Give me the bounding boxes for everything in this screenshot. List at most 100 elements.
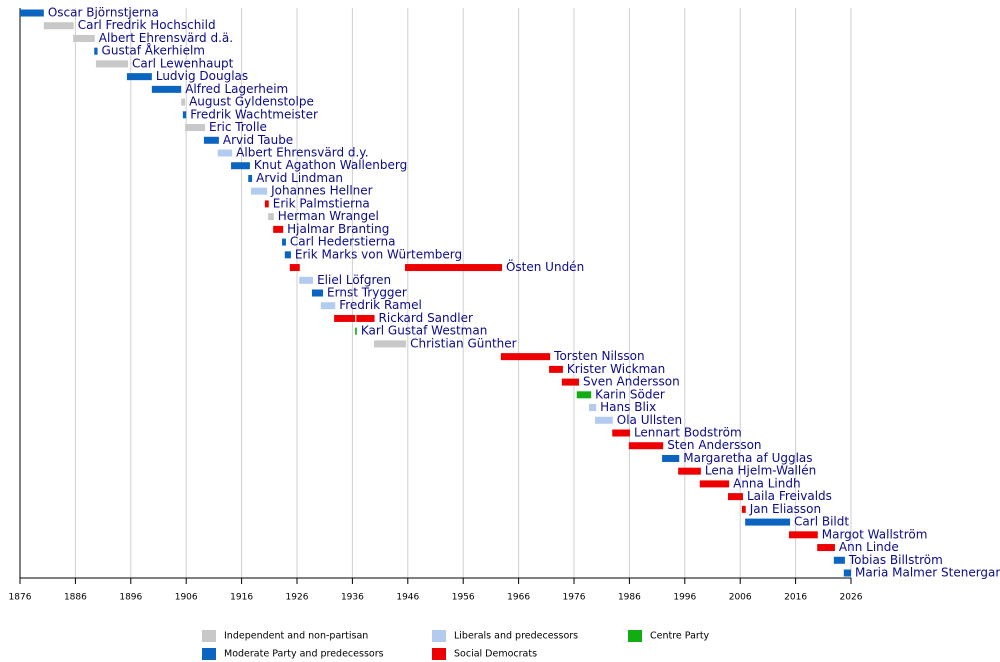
term-bar <box>217 149 233 157</box>
x-tick-label: 1916 <box>230 593 253 603</box>
x-tick-label: 1946 <box>396 593 419 603</box>
x-tick-label: 2026 <box>840 593 863 603</box>
minister-label: Fredrik Ramel <box>339 298 422 312</box>
term-bar <box>356 314 375 322</box>
term-bar <box>374 340 407 348</box>
minister-label: Margot Wallström <box>822 527 928 541</box>
minister-label: Ludvig Douglas <box>156 69 248 83</box>
term-bar <box>182 111 187 119</box>
term-bar <box>833 556 845 564</box>
term-bar <box>500 353 551 361</box>
x-tick-label: 1926 <box>286 593 309 603</box>
minister-label: Alfred Lagerheim <box>185 82 288 96</box>
minister-label: Erik Marks von Würtemberg <box>295 247 462 261</box>
minister-label: Krister Wickman <box>567 362 665 376</box>
minister-label: Karl Gustaf Westman <box>361 324 488 338</box>
legend-swatch <box>432 630 446 642</box>
term-bar <box>745 518 791 526</box>
term-bar <box>289 264 300 272</box>
term-bar <box>817 544 835 552</box>
x-tick-label: 1906 <box>175 593 198 603</box>
term-bar <box>699 480 730 488</box>
minister-label: Oscar Björnstjerna <box>48 6 159 20</box>
minister-label: Ann Linde <box>839 540 899 554</box>
term-bar <box>251 187 268 195</box>
minister-label: Laila Freivalds <box>747 489 832 503</box>
term-bar <box>248 174 253 182</box>
legend-label: Independent and non-partisan <box>224 631 368 642</box>
term-bar <box>628 442 664 450</box>
minister-label: Albert Ehrensvärd d.ä. <box>99 31 233 45</box>
minister-label: August Gyldenstolpe <box>189 95 314 109</box>
minister-label: Erik Palmstierna <box>273 196 370 210</box>
term-bar <box>273 225 284 233</box>
term-bar <box>73 34 95 42</box>
minister-label: Arvid Lindman <box>256 171 343 185</box>
term-bar <box>612 429 630 437</box>
minister-label: Margaretha af Ugglas <box>683 451 812 465</box>
term-bar <box>181 98 186 106</box>
minister-label: Tobias Billström <box>848 553 943 567</box>
term-bar <box>264 200 269 208</box>
term-bar <box>561 378 579 386</box>
term-bar <box>576 391 592 399</box>
minister-label: Torsten Nilsson <box>553 349 644 363</box>
term-bar <box>405 264 502 272</box>
minister-label: Christian Günther <box>410 336 517 350</box>
minister-label: Sven Andersson <box>583 375 680 389</box>
term-bar <box>43 22 74 30</box>
term-bar <box>549 365 563 373</box>
x-tick-label: 1976 <box>563 593 586 603</box>
term-bar <box>678 467 701 475</box>
term-bar <box>588 404 597 412</box>
term-bar <box>282 238 286 246</box>
x-tick-label: 1886 <box>64 593 87 603</box>
x-tick-label: 1876 <box>9 593 32 603</box>
minister-label: Rickard Sandler <box>379 311 473 325</box>
term-bar <box>20 9 44 17</box>
x-tick-label: 1896 <box>119 593 142 603</box>
term-bar <box>334 314 356 322</box>
minister-label: Knut Agathon Wallenberg <box>254 158 407 172</box>
minister-label: Anna Lindh <box>733 476 800 490</box>
term-bar <box>355 327 357 335</box>
minister-label: Gustaf Åkerhielm <box>102 43 205 58</box>
term-bar <box>299 276 314 284</box>
minister-label: Carl Lewenhaupt <box>132 56 234 70</box>
term-bar <box>94 47 98 55</box>
term-bar <box>662 454 680 462</box>
minister-label: Hjalmar Branting <box>287 222 389 236</box>
x-tick-label: 1996 <box>673 593 696 603</box>
term-bar <box>320 302 336 310</box>
legend-label: Social Democrats <box>454 649 537 660</box>
legend-swatch <box>628 630 642 642</box>
minister-label: Johannes Hellner <box>270 184 373 198</box>
legend-swatch <box>202 648 216 660</box>
x-tick-label: 1956 <box>452 593 475 603</box>
minister-label: Jan Eliasson <box>749 502 821 516</box>
legend-swatch <box>432 648 446 660</box>
term-bar <box>311 289 324 297</box>
minister-label: Ernst Trygger <box>327 286 407 300</box>
minister-label: Carl Fredrik Hochschild <box>78 18 216 32</box>
term-bar <box>284 251 291 259</box>
minister-label: Arvid Taube <box>223 133 293 147</box>
term-bar <box>843 569 851 577</box>
minister-label: Herman Wrangel <box>278 209 379 223</box>
minister-label: Östen Undén <box>506 258 584 274</box>
minister-label: Albert Ehrensvärd d.y. <box>236 146 368 160</box>
x-tick-label: 2006 <box>729 593 752 603</box>
term-bar <box>788 531 818 539</box>
x-tick-label: 1966 <box>507 593 530 603</box>
x-tick-label: 2016 <box>784 593 807 603</box>
term-bar <box>741 505 746 513</box>
minister-label: Fredrik Wachtmeister <box>190 107 318 121</box>
x-tick-label: 1986 <box>618 593 641 603</box>
minister-label: Maria Malmer Stenergard <box>855 566 1000 580</box>
minister-label: Lennart Bodström <box>634 426 742 440</box>
minister-label: Ola Ullsten <box>617 413 682 427</box>
minister-label: Karin Söder <box>595 387 665 401</box>
legend-swatch <box>202 630 216 642</box>
legend-label: Centre Party <box>650 631 710 642</box>
term-bar <box>203 136 219 144</box>
